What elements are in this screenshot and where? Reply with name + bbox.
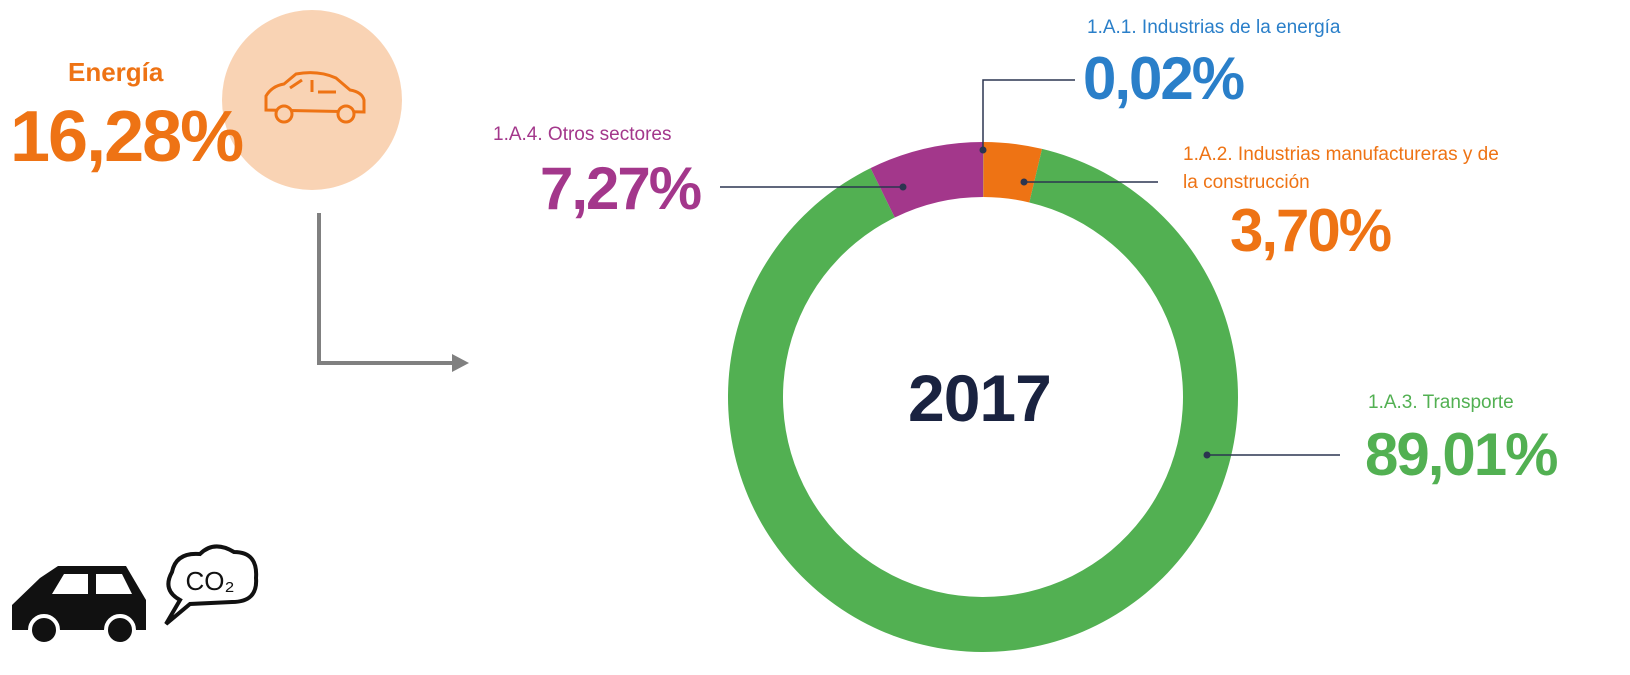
arrow-head — [452, 354, 469, 372]
value-label: 7,27% — [540, 155, 702, 222]
arrow — [317, 213, 455, 365]
donut-slice — [983, 142, 1043, 203]
value-label: 0,02% — [1083, 45, 1245, 112]
value-label: 3,70% — [1230, 197, 1392, 264]
source-label: Energía — [68, 57, 164, 87]
category-label: 1.A.1. Industrias de la energía — [1087, 17, 1341, 38]
leader-line — [982, 79, 1075, 150]
center-label: 2017 — [908, 361, 1052, 435]
leader-dot — [899, 183, 907, 191]
category-label: 1.A.4. Otros sectores — [493, 124, 672, 145]
energy-circle — [222, 10, 402, 190]
car-icon — [264, 71, 366, 124]
source-value: 16,28% — [10, 97, 244, 177]
value-label: 89,01% — [1365, 421, 1558, 488]
donut-slice — [870, 142, 983, 218]
category-label: 1.A.2. Industrias manufactureras y de la… — [1183, 144, 1499, 193]
svg-text:CO₂: CO₂ — [185, 566, 234, 596]
car-co2-icon: CO₂ — [12, 544, 259, 646]
leader-dot — [1203, 451, 1211, 459]
leader-dot — [1020, 178, 1028, 186]
category-label: 1.A.3. Transporte — [1368, 392, 1514, 413]
leader-dot — [979, 146, 987, 154]
